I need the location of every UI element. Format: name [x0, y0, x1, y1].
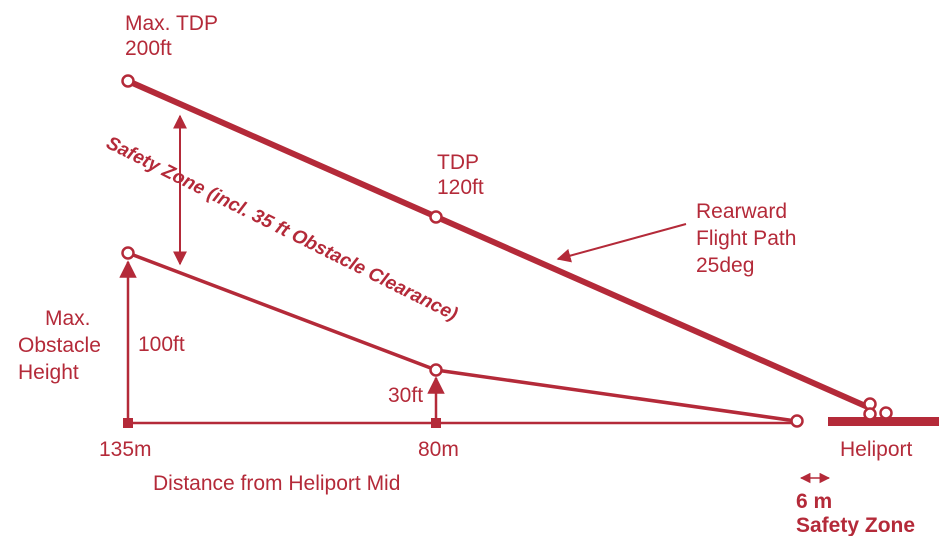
- heliport-label: Heliport: [840, 438, 913, 461]
- distance-135m-label: 135m: [99, 438, 152, 461]
- max-tdp-value: 200ft: [125, 37, 172, 60]
- height-100ft-label: 100ft: [138, 333, 185, 356]
- distance-axis-title: Distance from Heliport Mid: [153, 472, 400, 495]
- six-m-label: 6 m: [796, 490, 832, 513]
- rearward-flight-path-line: [126, 78, 872, 411]
- max-obstacle-label-2: Obstacle: [18, 334, 101, 357]
- max-obstacle-point: [121, 246, 135, 260]
- safety-zone-bottom-label: Safety Zone: [796, 514, 915, 536]
- height-30ft-label: 30ft: [388, 384, 423, 407]
- tdp-label: TDP: [437, 151, 479, 174]
- flight-path-label: Flight Path: [696, 227, 796, 250]
- max-obstacle-label-3: Height: [18, 361, 79, 384]
- heliport-pad: [828, 417, 939, 426]
- max-tdp-label: Max. TDP: [125, 12, 218, 35]
- tdp-point: [429, 210, 443, 224]
- obstacle-clearance-line: [127, 251, 797, 423]
- safety-zone-diagonal-label: Safety Zone (incl. 35 ft Obstacle Cleara…: [103, 133, 461, 326]
- rearward-pointer-arrow: [556, 223, 687, 263]
- tdp-value: 120ft: [437, 176, 484, 199]
- heliport-wheel-3: [879, 406, 893, 420]
- rearward-label: Rearward: [696, 200, 787, 223]
- marker-135m: [123, 418, 133, 428]
- max-obstacle-label-1: Max.: [45, 307, 91, 330]
- safety-zone-end-point: [790, 414, 804, 428]
- obstacle-30ft-point: [429, 363, 443, 377]
- distance-80m-label: 80m: [418, 438, 459, 461]
- max-tdp-point: [121, 74, 135, 88]
- heliport-wheel-2: [863, 407, 877, 421]
- flight-path-angle: 25deg: [696, 254, 754, 277]
- marker-80m: [431, 418, 441, 428]
